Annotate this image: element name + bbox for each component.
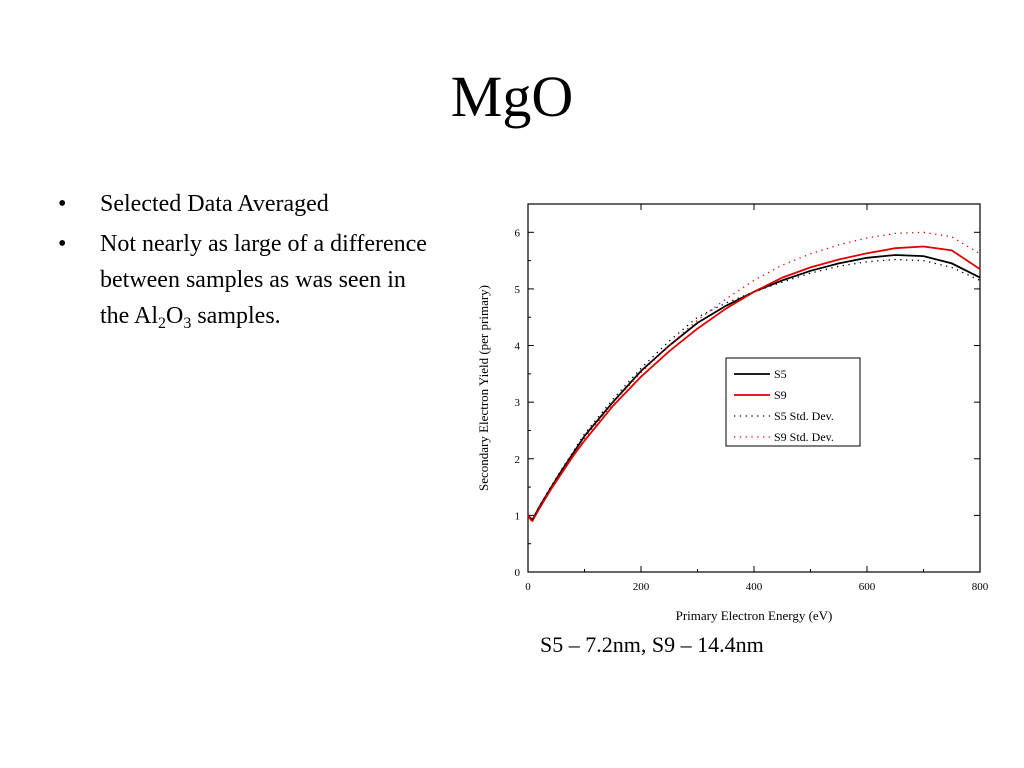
x-axis-label: Primary Electron Energy (eV) [676, 608, 833, 623]
bullet-text-part: O [166, 303, 184, 329]
bullet-list: • Selected Data Averaged • Not nearly as… [58, 186, 438, 338]
bullet-dot-icon: • [58, 191, 67, 217]
y-tick-label: 2 [515, 454, 521, 466]
bullet-text-part: Not nearly as large of a difference betw… [100, 231, 427, 329]
bullet-text: Selected Data Averaged [100, 191, 329, 217]
subscript-2: 2 [158, 315, 166, 332]
x-tick-label: 800 [972, 581, 989, 593]
legend-label: S9 Std. Dev. [774, 430, 834, 444]
yield-chart: 0 200 400 600 800 0 1 2 3 4 5 6 Primary Electron Ene… [476, 203, 989, 623]
x-tick-label: 200 [633, 581, 650, 593]
bullet-dot-icon: • [58, 231, 67, 257]
legend-label: S5 [774, 367, 787, 381]
bullet-text-part: samples. [191, 303, 281, 329]
bullet-text: Not nearly as large of a difference betw… [100, 231, 427, 332]
y-tick-label: 5 [515, 284, 521, 296]
x-tick-label: 0 [525, 581, 531, 593]
y-tick-label: 0 [515, 567, 521, 579]
subscript-3: 3 [183, 315, 192, 332]
slide-title: MgO [450, 64, 574, 129]
bullet-item: • Not nearly as large of a difference be… [58, 226, 438, 334]
x-tick-label: 600 [859, 581, 876, 593]
y-tick-label: 4 [515, 341, 521, 353]
legend-label: S9 [774, 388, 787, 402]
legend-label: S5 Std. Dev. [774, 409, 834, 423]
chart-caption: S5 – 7.2nm, S9 – 14.4nm [540, 632, 764, 657]
y-axis-label: Secondary Electron Yield (per primary) [476, 285, 491, 491]
y-tick-label: 1 [515, 510, 521, 522]
bullet-text-part: Selected Data Averaged [100, 191, 329, 217]
x-tick-label: 400 [746, 581, 763, 593]
bullet-item: • Selected Data Averaged [58, 186, 438, 222]
legend-box [725, 357, 861, 447]
y-tick-label: 6 [515, 227, 521, 239]
y-tick-label: 3 [515, 397, 521, 409]
